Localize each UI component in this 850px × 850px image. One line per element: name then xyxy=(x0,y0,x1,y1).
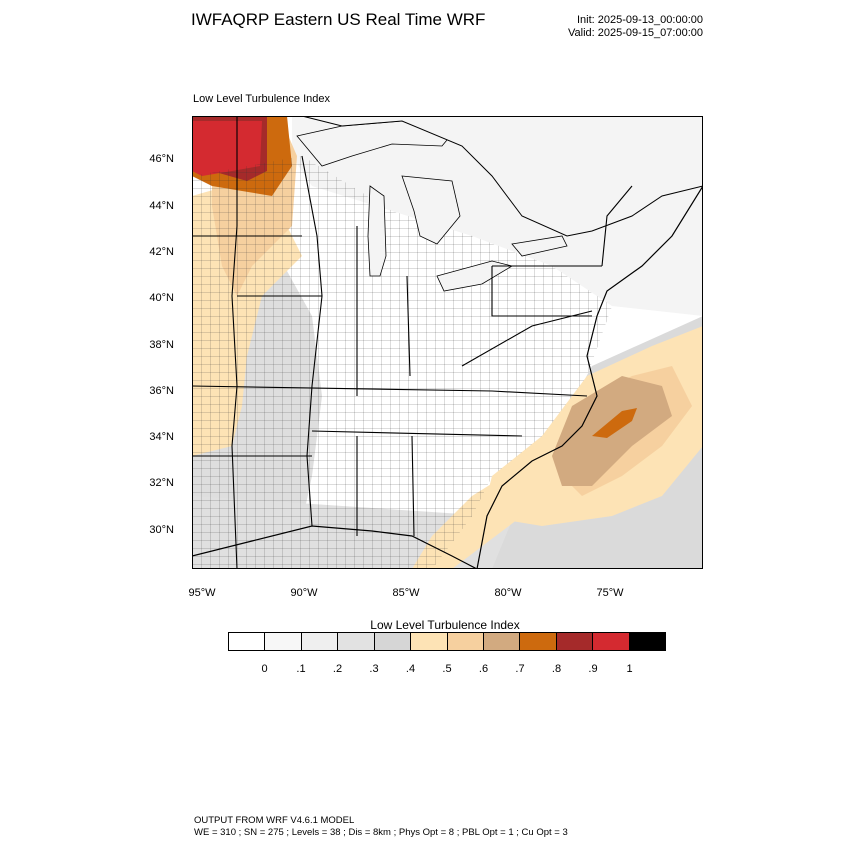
colorbar-label: .7 xyxy=(515,663,525,675)
canada-region xyxy=(301,116,703,237)
colorbar-label: .3 xyxy=(369,663,379,675)
turbulence-map xyxy=(192,116,703,569)
lon-label-90: 90°W xyxy=(290,587,318,599)
colorbar-segment xyxy=(447,633,484,650)
field-nw-red xyxy=(192,121,262,176)
colorbar-segment xyxy=(520,633,557,650)
colorbar-label: 0 xyxy=(261,663,268,675)
footer-model: OUTPUT FROM WRF V4.6.1 MODEL xyxy=(194,815,355,826)
county-lines xyxy=(192,156,612,569)
atlantic-coastline xyxy=(476,185,703,569)
field-ocean-orange-core xyxy=(592,408,637,438)
colorbar-segment xyxy=(483,633,521,650)
colorbar-label: .1 xyxy=(296,663,306,675)
colorbar-label: 1 xyxy=(626,663,633,675)
colorbar-segment xyxy=(265,633,302,650)
footer-config: WE = 310 ; SN = 275 ; Levels = 38 ; Dis … xyxy=(194,827,568,838)
lat-label-36: 36°N xyxy=(149,385,174,397)
colorbar-segment xyxy=(338,633,375,650)
colorbar-segment xyxy=(374,633,412,650)
colorbar-label: .5 xyxy=(442,663,452,675)
colorbar-label: .9 xyxy=(588,663,598,675)
lake-erie xyxy=(436,260,514,292)
valid-time: Valid: 2025-09-15_07:00:00 xyxy=(568,27,703,39)
colorbar-title: Low Level Turbulence Index xyxy=(370,618,520,632)
panel-title: Low Level Turbulence Index xyxy=(193,93,330,105)
colorbar-segment xyxy=(229,633,266,650)
lat-label-38: 38°N xyxy=(149,339,174,351)
colorbar-segment xyxy=(593,633,630,650)
lat-label-40: 40°N xyxy=(149,292,174,304)
lat-label-32: 32°N xyxy=(149,477,174,489)
lat-label-30: 30°N xyxy=(149,524,174,536)
lon-label-75: 75°W xyxy=(596,587,624,599)
gulf-coastline xyxy=(192,525,478,569)
colorbar-segment xyxy=(411,633,448,650)
lat-label-34: 34°N xyxy=(149,431,174,443)
colorbar-label: .8 xyxy=(551,663,562,675)
lake-michigan xyxy=(367,185,387,277)
lon-label-95: 95°W xyxy=(188,587,216,599)
lon-label-80: 80°W xyxy=(494,587,522,599)
colorbar-label: .2 xyxy=(332,663,343,675)
state-borders xyxy=(192,116,633,569)
colorbar-segment xyxy=(629,633,666,650)
colorbar-segment xyxy=(301,633,339,650)
lon-label-85: 85°W xyxy=(392,587,420,599)
init-time: Init: 2025-09-13_00:00:00 xyxy=(577,14,703,26)
colorbar-label: .6 xyxy=(478,663,489,675)
colorbar-label: .4 xyxy=(405,663,416,675)
lat-label-46: 46°N xyxy=(149,153,174,165)
footer: OUTPUT FROM WRF V4.6.1 MODEL WE = 310 ; … xyxy=(194,815,568,839)
map-frame xyxy=(192,116,703,569)
lat-label-44: 44°N xyxy=(149,200,174,212)
lat-label-42: 42°N xyxy=(149,246,174,258)
colorbar xyxy=(228,632,666,651)
colorbar-segment xyxy=(556,633,594,650)
time-info: Init: 2025-09-13_00:00:00 Valid: 2025-09… xyxy=(568,14,703,40)
chart-title: IWFAQRP Eastern US Real Time WRF xyxy=(191,10,486,29)
lake-ontario xyxy=(511,235,568,257)
lake-huron xyxy=(401,175,461,245)
